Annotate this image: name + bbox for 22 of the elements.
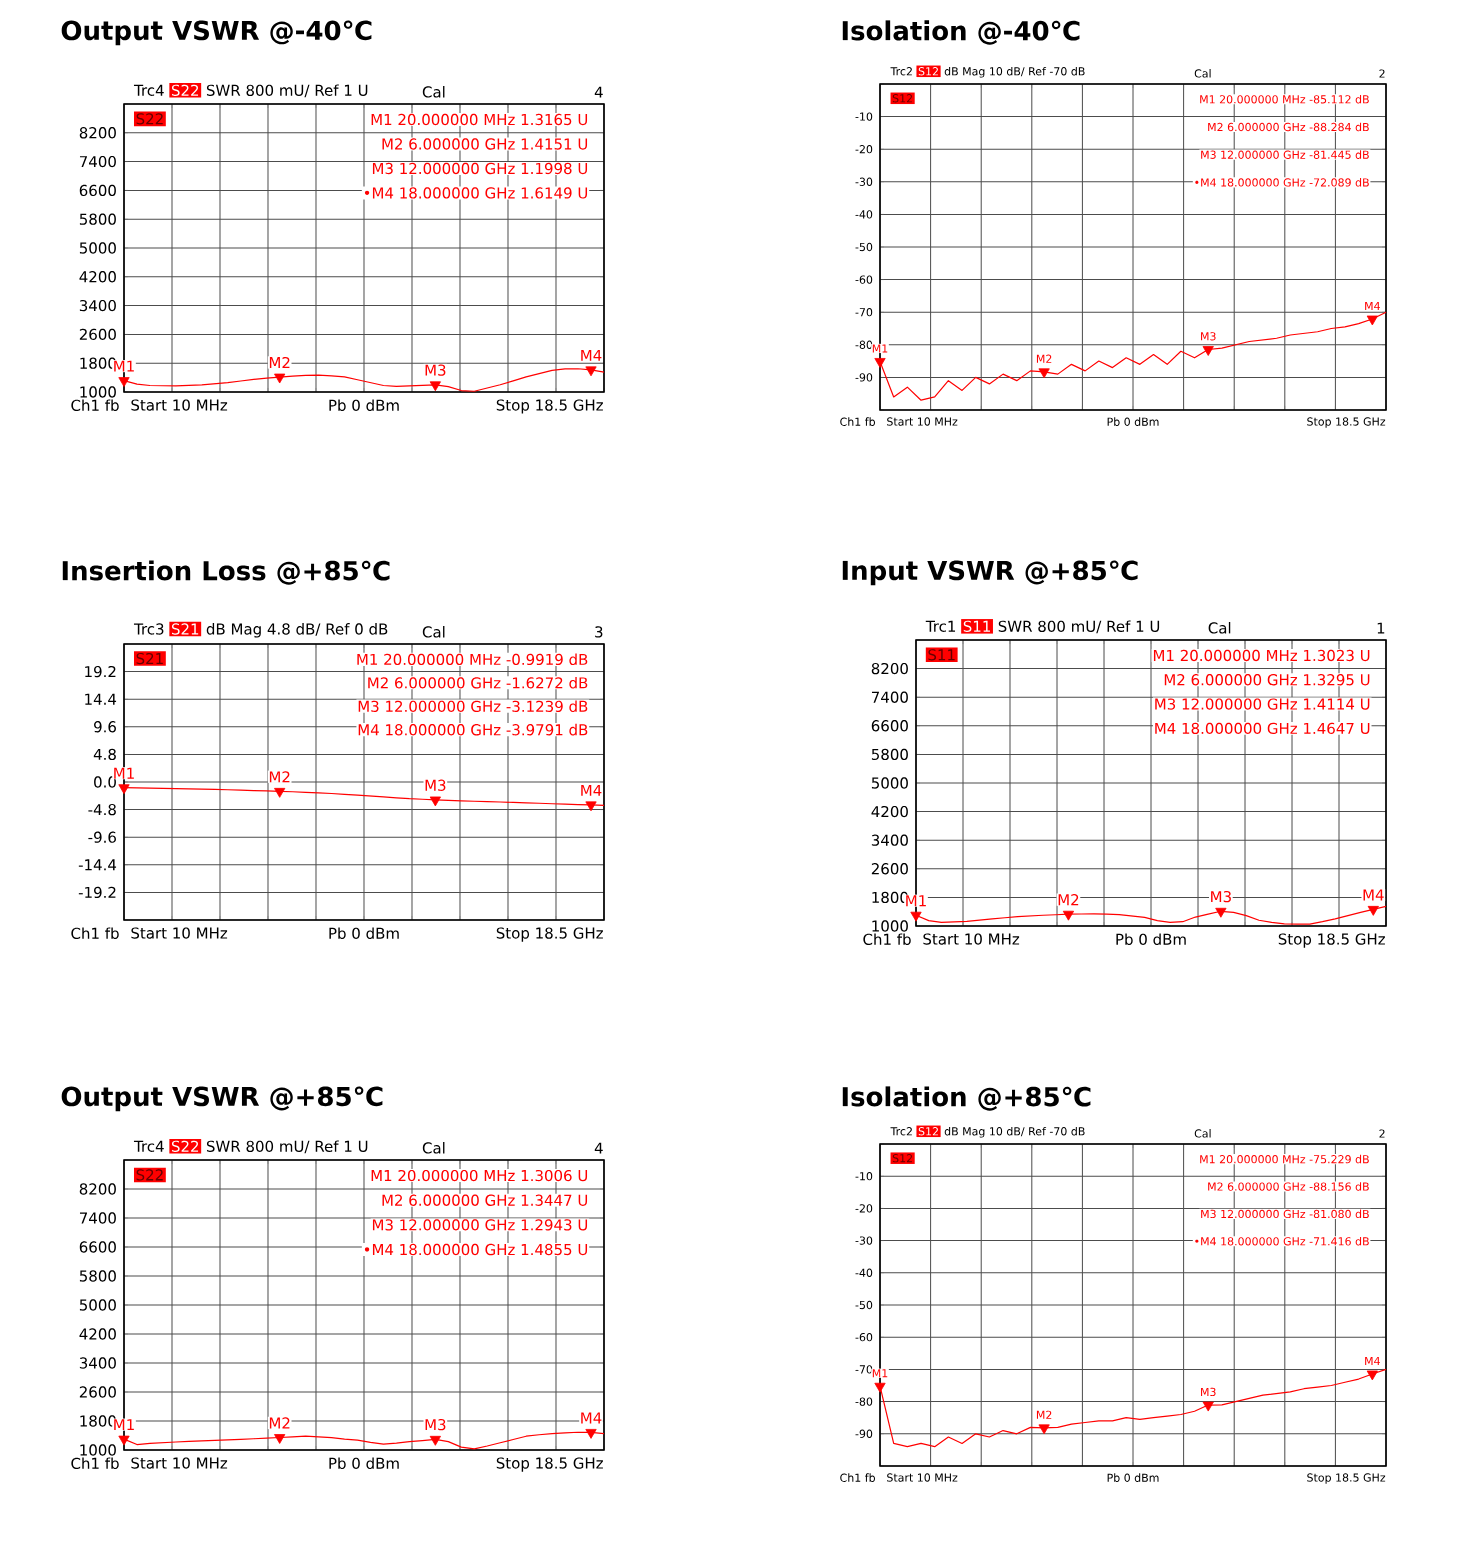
point bbox=[585, 366, 597, 377]
point bbox=[1202, 346, 1214, 356]
point bbox=[274, 787, 286, 798]
point bbox=[118, 377, 130, 387]
chart-title: Output VSWR @-40℃ bbox=[61, 20, 372, 46]
point bbox=[1202, 1401, 1214, 1412]
point bbox=[429, 796, 441, 807]
point bbox=[274, 373, 286, 384]
point bbox=[1038, 368, 1050, 379]
chart-title: Output VSWR @+85℃ bbox=[61, 1086, 383, 1112]
point bbox=[874, 358, 886, 368]
point bbox=[1366, 315, 1378, 326]
point bbox=[585, 801, 597, 812]
point bbox=[118, 784, 130, 795]
point bbox=[429, 381, 441, 392]
point bbox=[1366, 1370, 1378, 1381]
point bbox=[1038, 1424, 1050, 1435]
point bbox=[874, 1382, 886, 1393]
chart-title: Isolation @+85℃ bbox=[842, 1086, 1091, 1111]
chart-title: Insertion Loss @+85℃ bbox=[62, 560, 390, 585]
chart-title: Isolation @-40℃ bbox=[842, 20, 1080, 45]
chart-title: Input VSWR @+85℃ bbox=[842, 560, 1138, 586]
